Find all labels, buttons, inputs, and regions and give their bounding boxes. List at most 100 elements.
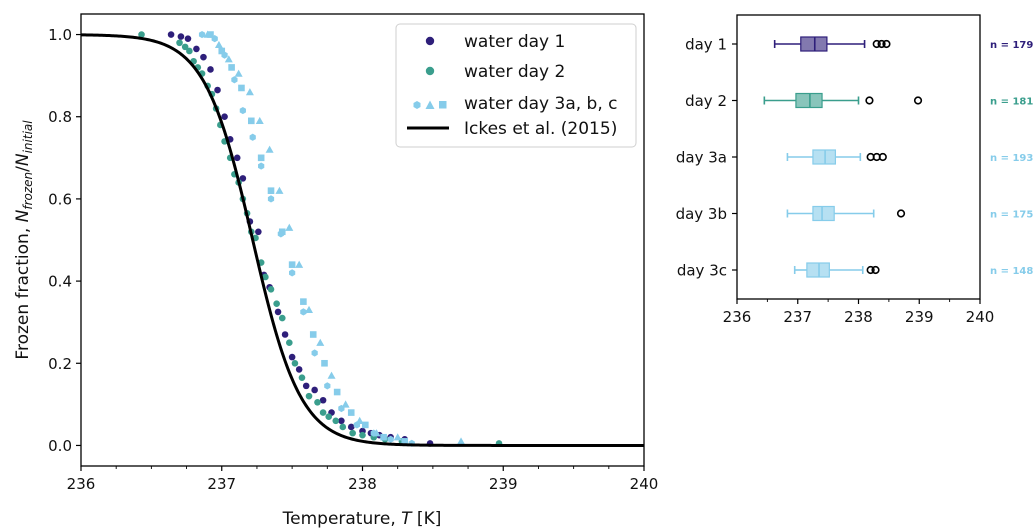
water-day-2-point xyxy=(319,409,327,416)
water-day-3b-point xyxy=(341,400,350,408)
water-day-3b-point xyxy=(355,416,364,424)
legend-marker-day3a xyxy=(413,101,421,109)
box-n-label: n = 181 xyxy=(990,97,1033,108)
water-day-1-point xyxy=(221,113,228,121)
box-day-3c: day 3c n = 148 xyxy=(677,262,1034,280)
water-day-2-point xyxy=(267,286,275,293)
box-n-label: n = 193 xyxy=(990,153,1033,164)
water-day-2-point xyxy=(262,273,269,281)
water-day-2-point xyxy=(186,47,193,55)
box-iqr xyxy=(795,92,823,109)
water-day-1-point xyxy=(193,45,200,53)
water-day-3c-point xyxy=(288,261,296,268)
water-day-3c-point xyxy=(321,359,328,367)
water-day-3c-point xyxy=(347,409,355,416)
water-day-1-point xyxy=(319,396,327,404)
water-day-1-point xyxy=(255,228,262,236)
water-day-3a-point xyxy=(249,133,256,141)
water-day-3b-point xyxy=(214,40,223,49)
water-day-1-point xyxy=(214,86,221,94)
box-outlier xyxy=(878,152,887,162)
box-n-label: n = 148 xyxy=(990,266,1033,277)
x-tick-label: 239 xyxy=(489,475,518,493)
box-iqr xyxy=(812,149,837,165)
legend-label-day2: water day 2 xyxy=(464,62,565,82)
water-day-3a-point xyxy=(300,308,307,316)
water-day-3c-point xyxy=(257,154,265,162)
water-day-3a-point xyxy=(387,435,394,443)
water-day-3a-point xyxy=(311,349,318,357)
water-day-3a-point xyxy=(231,76,238,84)
box-x-tick-label: 238 xyxy=(844,308,873,326)
water-day-3b-point xyxy=(316,338,325,346)
y-tick-label: 0.2 xyxy=(48,355,72,373)
water-day-3c-point xyxy=(401,438,409,445)
box-n-label: n = 179 xyxy=(990,40,1033,51)
water-day-2-point xyxy=(298,374,306,381)
x-tick-label: 240 xyxy=(630,475,659,493)
box-iqr xyxy=(806,262,830,278)
box-outlier xyxy=(871,265,880,275)
water-day-3b-point xyxy=(275,186,284,194)
box-outlier xyxy=(882,39,891,49)
water-day-2-point xyxy=(273,300,280,307)
water-day-3a-point xyxy=(198,30,206,39)
water-day-3c-point xyxy=(380,433,387,441)
x-tick-label: 236 xyxy=(67,475,96,493)
legend-label-day1: water day 1 xyxy=(464,32,565,52)
y-tick-label: 0.8 xyxy=(48,108,72,126)
water-day-3c-point xyxy=(267,187,275,194)
water-day-3c-point xyxy=(228,64,235,71)
box-n-label: n = 175 xyxy=(990,210,1033,221)
water-day-1-point xyxy=(347,423,355,431)
water-day-3b-point xyxy=(295,260,304,268)
water-day-1-point xyxy=(295,366,303,373)
x-tick-label: 238 xyxy=(348,475,377,493)
scatter-y-axis-ticks: 0.0 0.2 0.4 0.6 0.8 1.0 xyxy=(48,26,81,455)
box-outlier xyxy=(872,39,881,49)
water-day-3c-point xyxy=(309,331,317,338)
water-day-1-point xyxy=(167,31,175,38)
water-day-2-point xyxy=(325,413,333,420)
legend-label-fit: Ickes et al. (2015) xyxy=(464,119,617,139)
frozen-fraction-scatter-panel: 0.0 0.2 0.4 0.6 0.8 1.0 236 237 238 239 240 Tempe… xyxy=(13,13,659,529)
box-category-label: day 3a xyxy=(676,149,727,167)
box-x-tick-label: 236 xyxy=(723,308,752,326)
water-day-2-point xyxy=(181,43,189,51)
water-day-1-point xyxy=(274,308,282,316)
water-day-3b-point xyxy=(265,145,274,153)
water-day-2-point xyxy=(176,39,183,47)
water-day-1-point xyxy=(311,386,318,394)
water-day-2-point xyxy=(314,399,321,406)
box-iqr xyxy=(812,205,835,222)
box-x-tick-label: 240 xyxy=(966,308,995,326)
x-axis-label: Temperature, T [K] xyxy=(282,509,442,529)
box-category-label: day 3b xyxy=(676,205,727,223)
water-day-3a-point xyxy=(324,382,331,390)
box-category-label: day 3c xyxy=(677,262,727,280)
scatter-x-axis-ticks: 236 237 238 239 240 xyxy=(67,466,659,493)
water-day-1-point xyxy=(233,154,241,162)
legend-label-day3: water day 3a, b, c xyxy=(464,94,618,114)
water-day-3c-point xyxy=(248,117,255,125)
water-day-2-point xyxy=(339,423,347,431)
box-x-tick-label: 239 xyxy=(905,308,934,326)
water-day-1-point xyxy=(177,33,185,40)
water-day-2-point xyxy=(138,31,145,38)
water-day-3a-point xyxy=(239,106,246,115)
y-tick-label: 0.6 xyxy=(48,190,72,208)
water-day-3c-point xyxy=(218,47,226,55)
legend-frame xyxy=(395,23,637,148)
water-day-3c-point xyxy=(238,84,245,92)
box-outlier xyxy=(877,39,886,49)
box-day-1: day 1 n = 179 xyxy=(685,36,1033,54)
legend-marker-day1 xyxy=(425,36,435,46)
water-day-1-point xyxy=(281,331,289,338)
box-outlier xyxy=(866,265,875,275)
box-outlier xyxy=(896,209,906,218)
water-day-1-point xyxy=(239,175,247,182)
legend: water day 1 water day 2 water day 3a, b,… xyxy=(395,23,637,148)
legend-marker-day2 xyxy=(425,66,435,76)
water-day-3b-point xyxy=(234,69,243,77)
